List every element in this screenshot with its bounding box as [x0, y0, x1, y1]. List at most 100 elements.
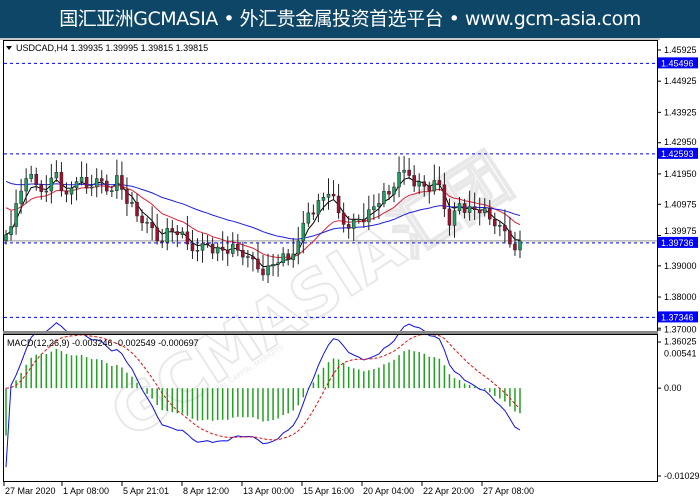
bear-candle-body — [120, 175, 124, 190]
bull-candle-body — [130, 202, 134, 204]
bear-candle-body — [220, 246, 225, 251]
candle — [4, 230, 8, 245]
bear-candle-body — [362, 218, 366, 223]
candle — [276, 254, 280, 277]
candle — [382, 182, 386, 208]
candle — [508, 216, 512, 248]
y-tick-label: 1.39000 — [664, 261, 697, 271]
bear-candle-body — [407, 169, 411, 176]
candle — [74, 177, 79, 201]
candle — [236, 234, 240, 257]
candle — [246, 249, 250, 268]
bull-candle-body — [377, 203, 381, 207]
bull-candle-body — [271, 264, 275, 267]
candle — [477, 197, 482, 226]
bear-candle-body — [140, 215, 144, 224]
bull-candle-body — [518, 240, 522, 251]
candle — [427, 181, 432, 204]
candle — [291, 238, 295, 268]
bear-candle-body — [488, 208, 492, 220]
bull-candle-body — [14, 203, 18, 227]
bear-candle-body — [256, 258, 260, 270]
candle — [442, 172, 447, 217]
candle — [19, 178, 23, 214]
bear-candle-body — [311, 212, 316, 215]
candle — [261, 254, 265, 281]
candle — [503, 209, 507, 244]
bull-candle-body — [281, 253, 285, 263]
bear-candle-body — [477, 209, 482, 214]
bear-candle-body — [427, 186, 432, 192]
candle — [220, 231, 225, 261]
bear-candle-body — [387, 191, 391, 195]
bear-candle-body — [205, 243, 210, 245]
symbol-info: USDCAD,H4 1.39935 1.39995 1.39815 1.3981… — [16, 43, 208, 53]
candle — [130, 191, 134, 208]
bull-candle-body — [326, 193, 331, 198]
bear-candle-body — [125, 189, 129, 204]
y-tick-label: 1.45925 — [664, 45, 697, 55]
collapse-triangle-icon[interactable] — [6, 46, 12, 50]
level-price-label: 1.37346 — [661, 312, 694, 322]
candle — [155, 213, 159, 245]
candle — [467, 190, 472, 221]
bull-candle-body — [110, 190, 114, 192]
bull-candle-body — [397, 172, 401, 188]
candle — [115, 159, 119, 199]
bull-candle-body — [392, 186, 396, 195]
bull-candle-body — [417, 181, 421, 187]
x-tick-label: 5 Apr 21:01 — [123, 486, 169, 496]
candle — [462, 198, 467, 219]
candle — [326, 178, 331, 210]
price-chart[interactable]: GCMASIA汇团 GLOBAL CAPITAL MARKETS 0.00541… — [0, 40, 700, 500]
candle — [296, 226, 301, 265]
bull-candle-body — [44, 190, 49, 193]
candle — [170, 220, 175, 242]
bear-candle-body — [503, 225, 507, 232]
candle — [336, 183, 341, 219]
candle — [493, 212, 497, 235]
candle — [482, 198, 487, 217]
candle — [180, 227, 185, 239]
bull-candle-body — [402, 169, 406, 173]
bull-candle-body — [4, 234, 8, 242]
bear-candle-body — [447, 208, 452, 226]
bull-candle-body — [115, 175, 119, 191]
candle — [256, 243, 260, 273]
bull-candle-body — [291, 253, 295, 260]
level-price-tag — [658, 147, 698, 159]
bear-candle-body — [437, 180, 442, 186]
bull-candle-body — [316, 200, 321, 215]
macd-y-tick-label: 0.00 — [664, 383, 682, 393]
bull-candle-body — [54, 172, 59, 179]
candle — [59, 162, 64, 197]
macd-line — [5, 322, 521, 468]
bear-candle-body — [331, 193, 336, 197]
candle — [513, 231, 517, 256]
candle — [362, 203, 366, 228]
candle — [331, 180, 336, 200]
candle — [271, 254, 275, 277]
candle — [175, 225, 180, 248]
candle — [518, 230, 522, 259]
candle — [225, 236, 230, 266]
bull-candle-body — [382, 191, 386, 204]
bear-candle-body — [346, 224, 351, 229]
bull-candle-body — [246, 256, 250, 258]
bear-candle-body — [462, 203, 467, 213]
candle — [392, 182, 396, 203]
candle — [145, 217, 149, 234]
bull-candle-body — [195, 250, 200, 252]
panel-separator[interactable] — [3, 331, 658, 334]
candle — [205, 234, 210, 248]
candle — [377, 193, 381, 220]
bull-candle-body — [9, 226, 13, 235]
candle — [321, 192, 326, 211]
x-tick-label: 27 Mar 2020 — [5, 486, 56, 496]
x-tick-label: 1 Apr 08:00 — [63, 486, 109, 496]
y-tick-label: 1.40975 — [664, 199, 697, 209]
candle — [231, 232, 235, 258]
candle — [39, 180, 44, 200]
current-price-tag — [658, 236, 698, 248]
candle — [195, 238, 200, 262]
